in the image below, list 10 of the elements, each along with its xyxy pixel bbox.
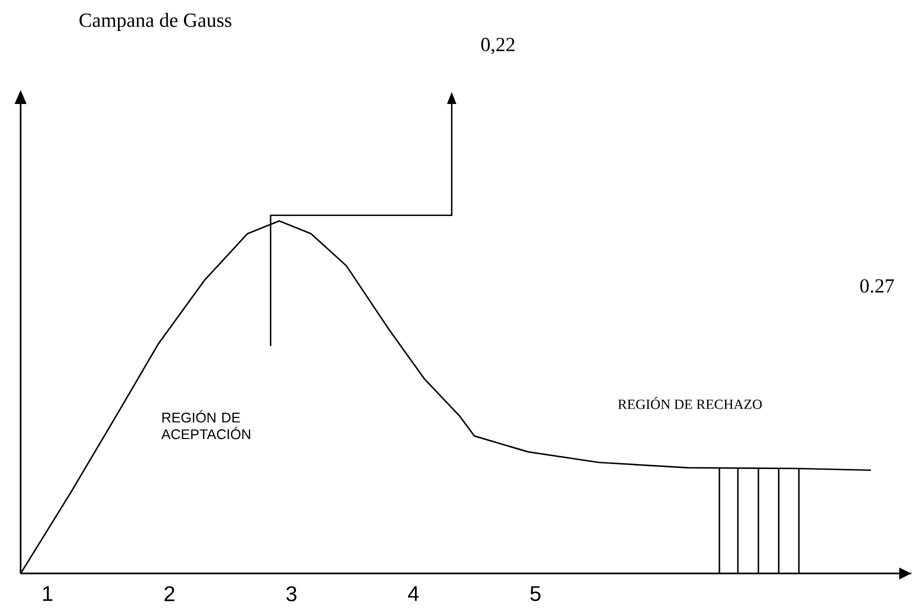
annotation: REGIÓN DE RECHAZO [618, 396, 762, 410]
x-tick-label: 5 [530, 586, 540, 602]
text: 0,22 [481, 38, 514, 54]
chart-title: Campana de Gauss [80, 12, 232, 32]
x-tick-label: 3 [286, 586, 296, 602]
x-tick-label: 2 [164, 586, 174, 602]
annotation: REGIÓN DE ACEPTACIÓN [161, 410, 250, 440]
annotation: 0.27 [860, 279, 894, 293]
x-tick-label: 1 [43, 586, 52, 601]
x-tick-label: 4 [408, 586, 419, 601]
